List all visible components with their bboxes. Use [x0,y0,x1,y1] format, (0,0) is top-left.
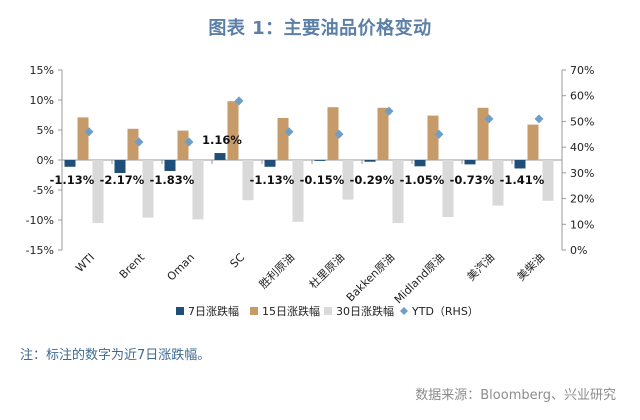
right-tick-label: 50% [570,115,594,128]
left-tick-label: 15% [30,64,54,77]
x-tick-labels: WTI Brent Oman SC 胜利原油 杜里原油Bakken原油Midland原油美… [73,250,547,306]
bar-30d-0 [92,160,104,223]
legend-swatch-2 [324,307,332,315]
bar-30d-8 [492,160,504,206]
bar-15d-6 [377,107,389,160]
bar-30d-7 [442,160,454,217]
bar-30d-4 [292,160,304,222]
bar-7d-2 [164,160,176,171]
right-tick-label: 20% [570,193,594,206]
left-tick-label: -10% [26,214,54,227]
ytd-point-7 [434,129,444,139]
data-label-7d-8: -0.73% [450,173,495,187]
left-tick-label: 0% [37,154,54,167]
bar-30d-2 [192,160,204,220]
data-label-7d-4: -1.13% [250,173,295,187]
data-source: 数据来源：Bloomberg、兴业研究 [415,388,616,403]
bar-30d-1 [142,160,154,218]
data-label-7d-5: -0.15% [300,173,345,187]
right-tick-label: 0% [570,244,587,257]
x-label-7: Midland原油 [391,250,447,306]
chart-title: 图表 1：主要油品价格变动 [208,18,432,39]
legend-label-0: 7日涨跌幅 [188,304,239,318]
bar-15d-0 [77,117,89,160]
x-label-5: 杜里原油 [306,250,347,291]
x-label-1: Brent [117,250,148,281]
legend-swatch-3 [400,307,408,315]
data-label-7d-1: -2.17% [100,173,145,187]
data-label-7d-6: -0.29% [350,173,395,187]
bar-7d-1 [114,160,126,174]
bar-30d-6 [392,160,404,223]
bar-15d-5 [327,107,339,160]
legend-swatch-0 [176,307,184,315]
ytd-point-0 [84,127,94,137]
data-labels: -1.13% -2.17% -1.83% 1.16% -1.13% -0.15% -0.29… [50,133,545,187]
right-tick-label: 40% [570,141,594,154]
x-label-3: SC [228,251,248,271]
bar-7d-3 [214,153,226,160]
chart-axes: 15% 10% 5% 0% -5% -10% -15% 70% 60% 50% 40% 30% 20% 1… [26,64,595,257]
right-tick-label: 30% [570,167,594,180]
right-tick-label: 60% [570,90,594,103]
ytd-point-6 [384,106,394,116]
ytd-point-9 [534,114,544,124]
bar-7d-8 [464,160,476,165]
x-label-0: WTI [73,251,97,275]
bar-7d-7 [414,160,426,167]
bar-7d-9 [514,160,526,169]
bar-30d-9 [542,160,554,201]
bar-15d-9 [527,124,539,160]
legend-label-1: 15日涨跌幅 [262,304,320,318]
bar-30d-3 [242,160,254,201]
x-label-6: Bakken原油 [343,250,397,304]
left-tick-label: -15% [26,244,54,257]
bar-30d-5 [342,160,354,200]
right-tick-label: 10% [570,218,594,231]
bar-15d-7 [427,115,439,160]
bar-series [64,101,554,223]
x-label-9: 美柴油 [514,250,547,283]
bar-15d-8 [477,107,489,160]
data-label-7d-2: -1.83% [150,173,195,187]
chart-legend: 7日涨跌幅 15日涨跌幅 30日涨跌幅 YTD（RHS） [176,304,479,318]
ytd-point-2 [184,137,194,147]
x-label-2: Oman [165,251,198,284]
data-label-7d-9: -1.41% [500,173,545,187]
data-label-7d-7: -1.05% [400,173,445,187]
ytd-point-8 [484,114,494,124]
bar-15d-1 [127,128,139,160]
left-tick-label: 5% [37,124,54,137]
legend-swatch-1 [250,307,258,315]
data-label-7d-0: -1.13% [50,173,95,187]
ytd-point-3 [234,96,244,106]
legend-label-3: YTD（RHS） [411,305,479,318]
x-label-8: 美汽油 [464,250,497,283]
x-label-4: 胜利原油 [256,250,297,291]
data-label-7d-3: 1.16% [202,133,242,147]
bar-15d-2 [177,130,189,160]
ytd-point-4 [284,127,294,137]
legend-label-2: 30日涨跌幅 [336,304,394,318]
bar-7d-5 [314,160,326,161]
left-tick-label: 10% [30,94,54,107]
bar-7d-0 [64,160,76,167]
chart-note: 注：标注的数字为近7日涨跌幅。 [20,348,211,363]
ytd-series [84,96,544,147]
bar-7d-6 [364,160,376,162]
bar-15d-4 [277,118,289,160]
ytd-point-5 [334,129,344,139]
bar-7d-4 [264,160,276,167]
right-tick-label: 70% [570,64,594,77]
left-tick-label: -5% [33,184,54,197]
bar-15d-3 [227,101,239,160]
ytd-point-1 [134,137,144,147]
